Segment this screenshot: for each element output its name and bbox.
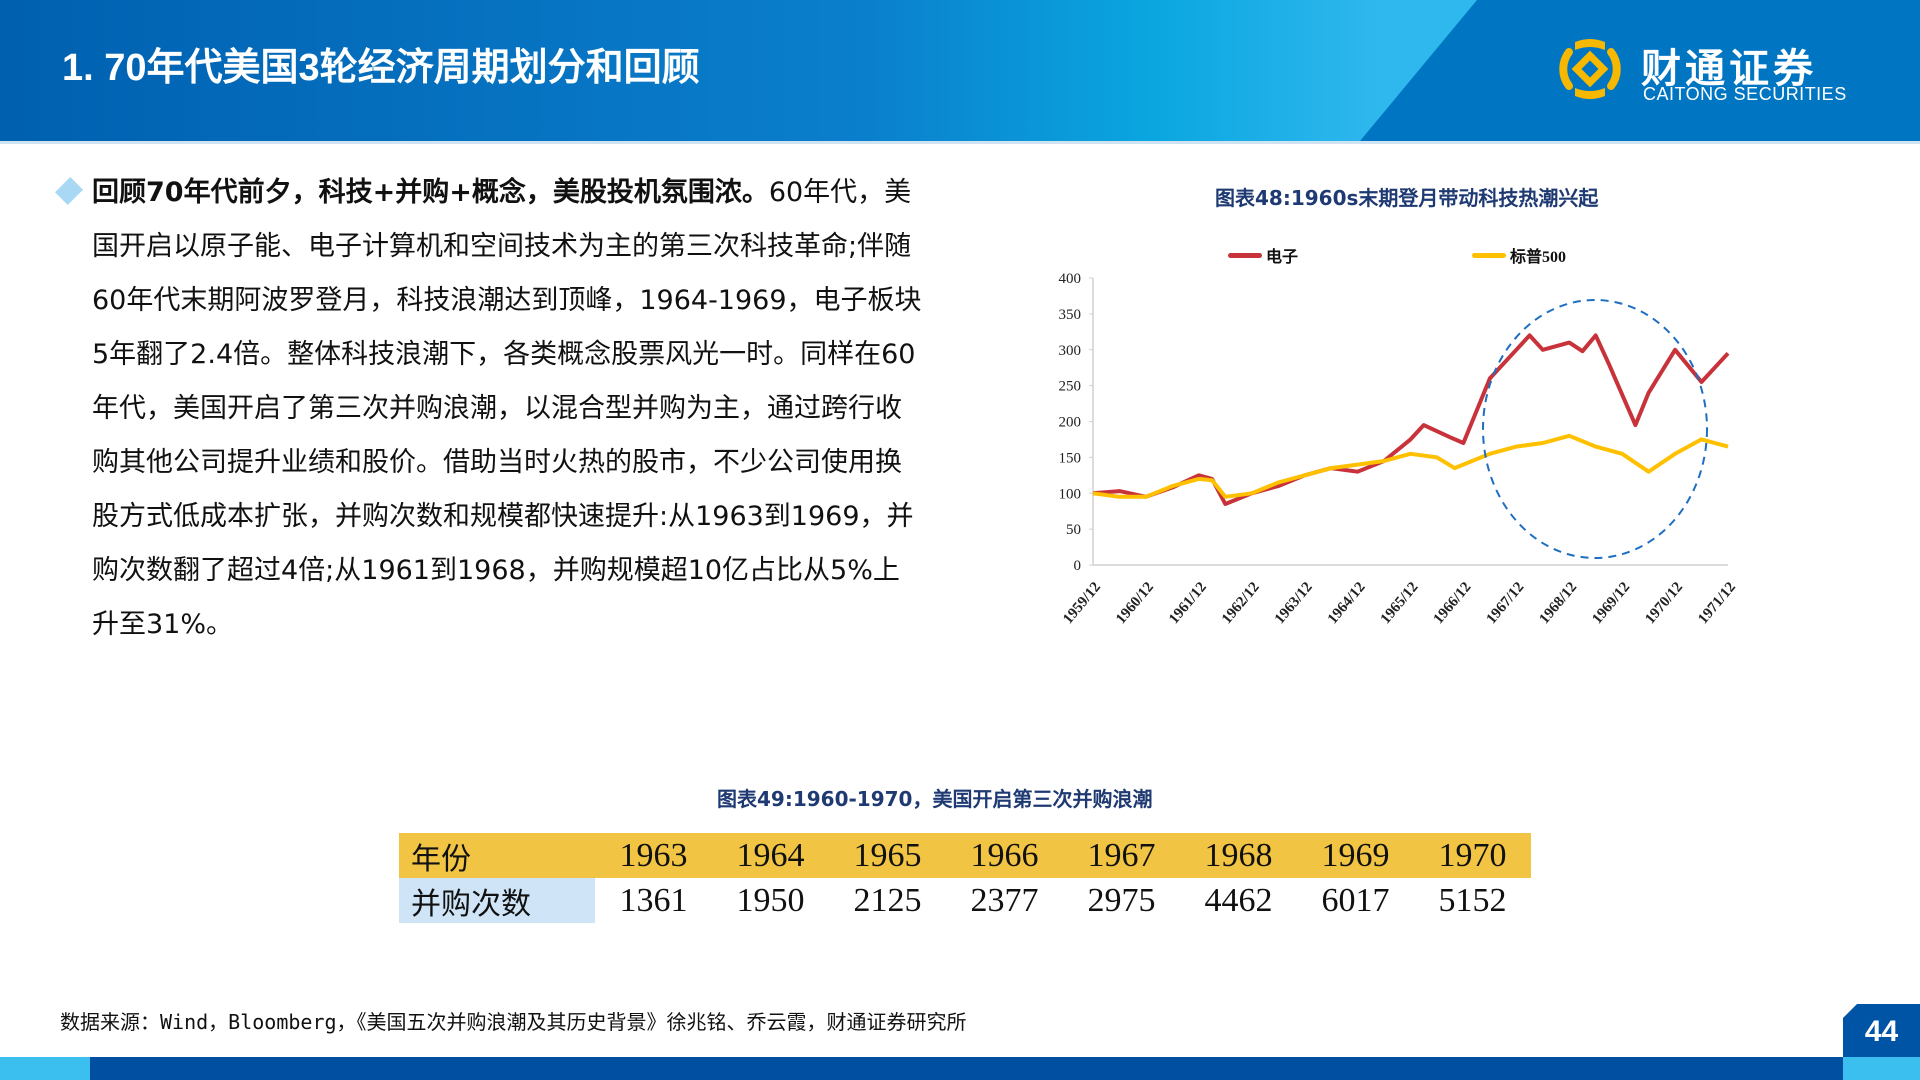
y-tick-label: 0 [1074,558,1082,574]
count-cell: 6017 [1321,881,1390,919]
x-tick-label: 1963/12 [1272,579,1316,627]
count-cell: 2975 [1087,881,1156,919]
x-tick-label: 1964/12 [1325,579,1369,627]
count-cell: 5152 [1438,881,1507,919]
x-tick-label: 1970/12 [1642,579,1686,627]
legend-label: 标普500 [1510,249,1567,266]
caitong-logo-icon [1559,39,1621,99]
footer-bar [0,1057,1920,1080]
y-tick-label: 400 [1059,271,1082,287]
x-tick-label: 1969/12 [1589,579,1633,627]
year-cell: 1965 [829,833,946,878]
header-divider [0,141,1920,144]
count-cell: 1361 [619,881,688,919]
x-tick-label: 1966/12 [1431,579,1475,627]
legend-item-electronics: 电子 [1228,243,1298,267]
y-tick-label: 350 [1059,307,1082,323]
body-paragraph: 回顾70年代前夕，科技+并购+概念，美股投机氛围浓。60年代，美国开启以原子能、… [92,166,922,652]
row-label: 并购次数 [399,878,595,923]
company-logo: 财通证券 CAITONG SECURITIES [1555,30,1855,110]
year-cell: 1969 [1297,833,1414,878]
line-chart: 0 50 100 150 200 250 300 350 400 1959/12 1960/12 19… [1040,260,1740,640]
count-cell: 1950 [736,881,805,919]
highlight-ellipse [1482,299,1708,559]
page-title: 1. 70年代美国3轮经济周期划分和回顾 [62,47,700,89]
count-cell: 2377 [970,881,1039,919]
y-tick-label: 50 [1066,522,1081,538]
year-cell: 1968 [1180,833,1297,878]
legend-item-sp500: 标普500 [1472,243,1566,267]
y-tick-label: 100 [1059,486,1082,502]
table-row: 并购次数 1361 1950 2125 2377 2975 4462 6017 … [399,878,1531,923]
header-label: 年份 [399,833,595,878]
chart-title: 图表48:1960s末期登月带动科技热潮兴起 [1215,186,1599,210]
diamond-bullet-icon [54,176,84,206]
body-text: 60年代，美国开启以原子能、电子计算机和空间技术为主的第三次科技革命;伴随60年… [92,177,922,640]
legend-label: 电子 [1266,249,1299,266]
footer-accent-right [1843,1057,1920,1080]
year-cell: 1964 [712,833,829,878]
year-cell: 1967 [1063,833,1180,878]
x-tick-label: 1960/12 [1113,579,1157,627]
logo-chinese-name: 财通证券 [1641,45,1817,92]
y-tick-label: 150 [1059,450,1082,466]
logo-english-name: CAITONG SECURITIES [1643,84,1847,104]
year-cell: 1966 [946,833,1063,878]
table-title: 图表49:1960-1970，美国开启第三次并购浪潮 [717,787,1153,811]
x-tick-label: 1959/12 [1060,579,1104,627]
body-lead: 回顾70年代前夕，科技+并购+概念，美股投机氛围浓。 [92,177,769,208]
series-line [1092,433,1729,499]
x-tick-label: 1962/12 [1219,579,1263,627]
data-source-note: 数据来源：Wind，Bloomberg，《美国五次并购浪潮及其历史背景》徐兆铭、… [60,1010,967,1034]
count-cell: 4462 [1204,881,1273,919]
series-line [1092,333,1730,506]
legend-swatch-red [1228,252,1262,258]
x-tick-label: 1968/12 [1536,579,1580,627]
y-tick-label: 200 [1059,415,1082,431]
page-number: 44 [1843,1004,1920,1057]
x-tick-label: 1961/12 [1166,579,1210,627]
x-tick-label: 1965/12 [1378,579,1422,627]
mna-table: 年份 1963 1964 1965 1966 1967 1968 1969 19… [399,833,1531,923]
count-cell: 2125 [853,881,922,919]
y-tick-label: 300 [1059,343,1082,359]
x-tick-label: 1971/12 [1695,579,1739,627]
table-header-row: 年份 1963 1964 1965 1966 1967 1968 1969 19… [399,833,1531,878]
legend-swatch-yellow [1472,252,1506,258]
year-cell: 1970 [1414,833,1531,878]
footer-accent-left [0,1057,90,1080]
year-cell: 1963 [595,833,712,878]
x-tick-label: 1967/12 [1484,579,1528,627]
header-banner: 1. 70年代美国3轮经济周期划分和回顾 财通证券 CAITONG SECURI… [0,0,1920,141]
y-tick-label: 250 [1059,379,1082,395]
